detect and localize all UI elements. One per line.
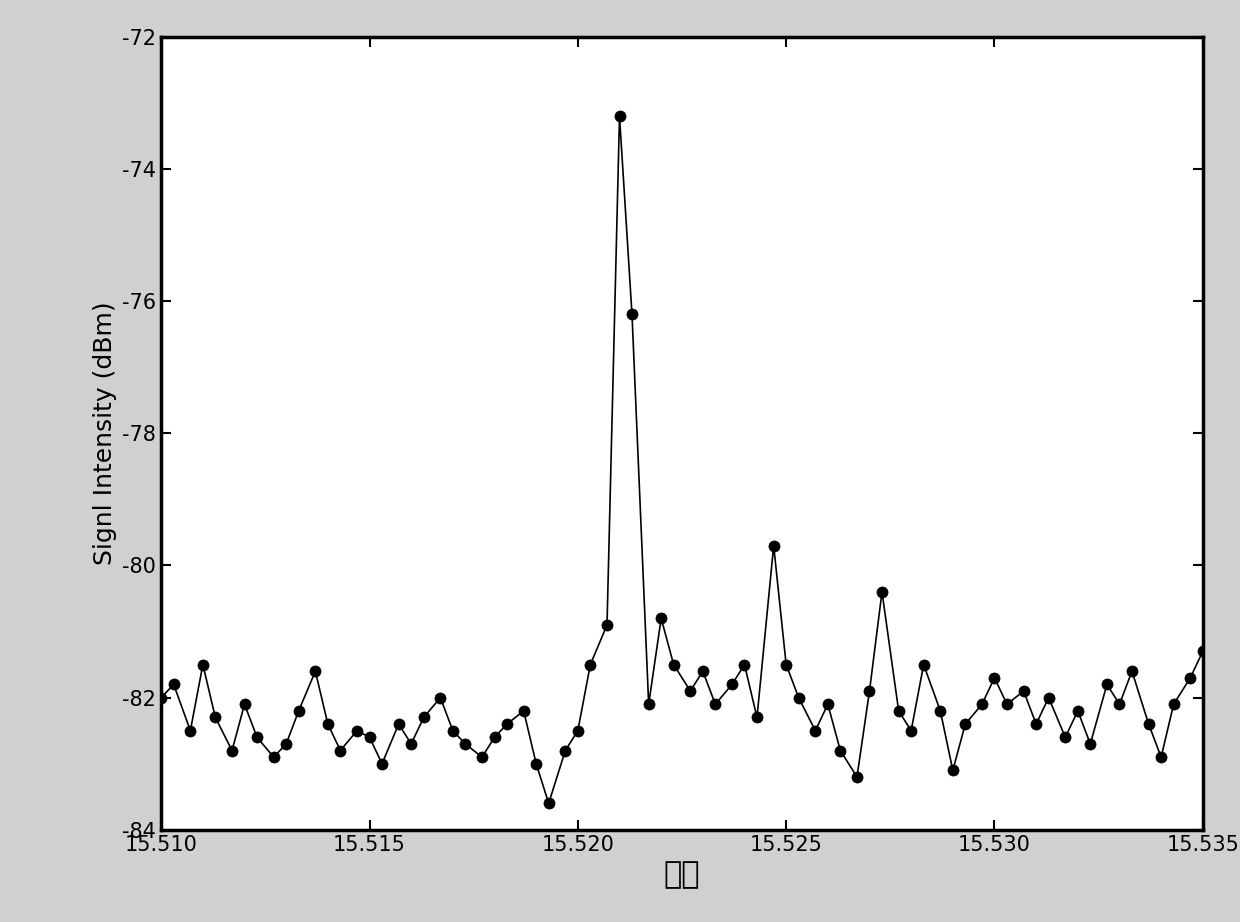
Y-axis label: Signl Intensity (dBm): Signl Intensity (dBm) <box>93 301 117 565</box>
X-axis label: 频率: 频率 <box>663 860 701 889</box>
